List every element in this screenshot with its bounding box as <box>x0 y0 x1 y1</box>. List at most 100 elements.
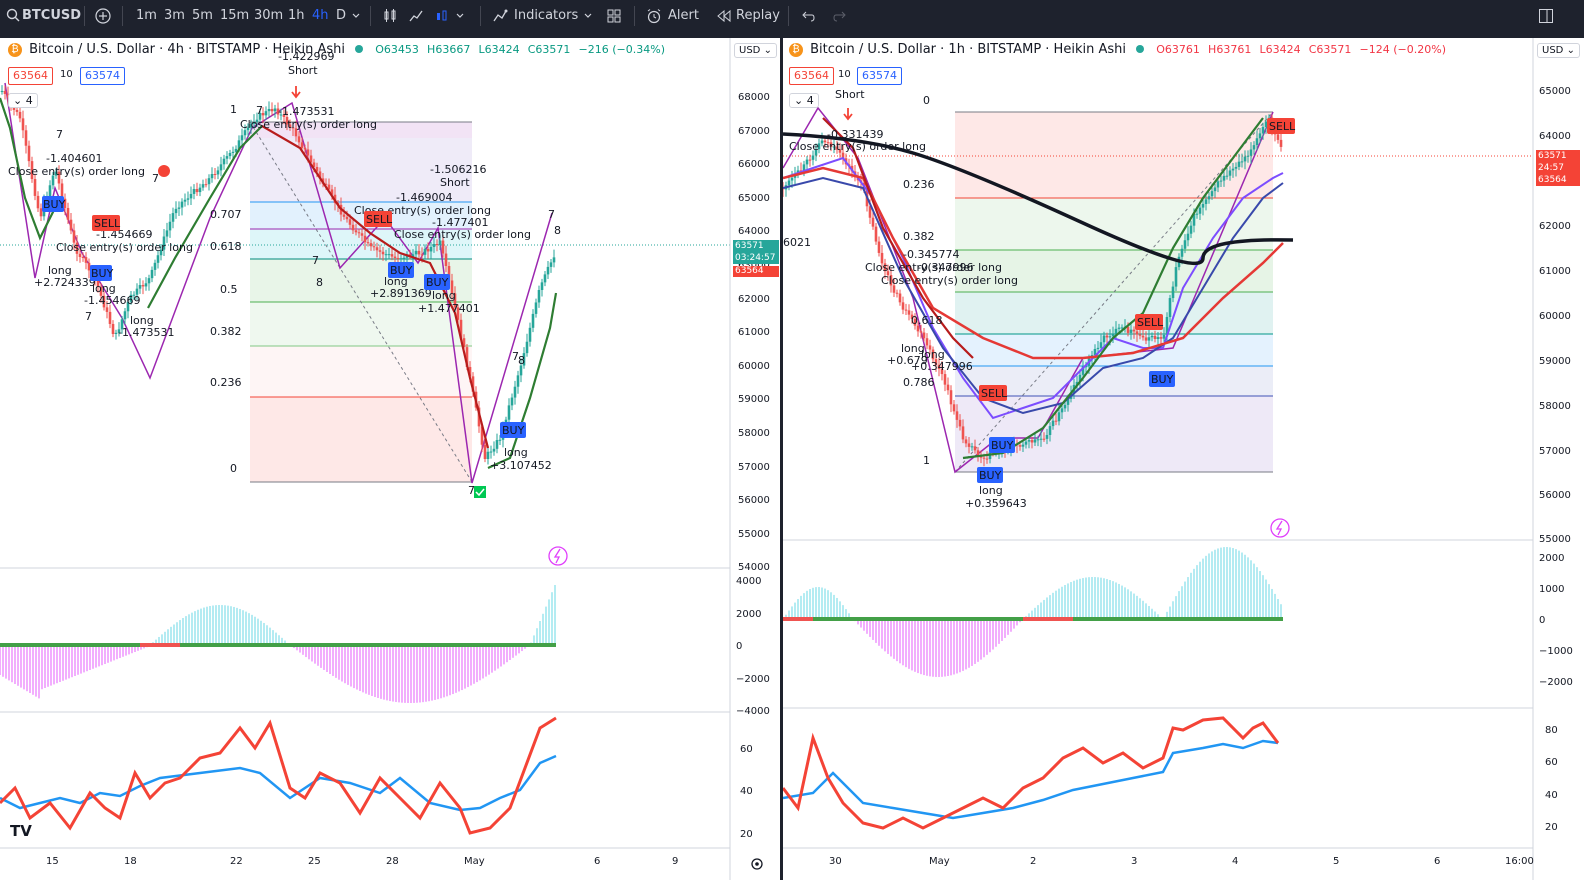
search-icon[interactable] <box>6 8 20 22</box>
indicator-collapse-toggle[interactable]: ⌄ 4 <box>8 93 38 108</box>
symbol-title[interactable]: Bitcoin / U.S. Dollar · 4h · BITSTAMP · … <box>29 42 345 57</box>
indicators-icon[interactable] <box>492 8 508 24</box>
compare-plus-icon[interactable] <box>95 8 111 24</box>
price-axis-label: 59000 <box>1539 356 1571 367</box>
candle-body <box>393 256 397 258</box>
symbol-title[interactable]: Bitcoin / U.S. Dollar · 1h · BITSTAMP · … <box>810 42 1126 57</box>
sell-badge-label: SELL <box>1137 316 1164 329</box>
sell-price-button[interactable]: 63564 <box>789 67 834 85</box>
candle-body <box>135 288 139 295</box>
candles-icon[interactable] <box>382 8 398 24</box>
symbol-search[interactable]: BTCUSD <box>22 8 82 23</box>
candle-body <box>1219 180 1223 182</box>
indicators-button[interactable]: Indicators <box>514 8 579 23</box>
count-label: 7 <box>548 208 555 221</box>
spread-value: 10 <box>60 69 73 80</box>
candle-body <box>285 116 289 125</box>
candle-body <box>1189 225 1193 234</box>
interval-3m[interactable]: 3m <box>164 8 185 23</box>
gear-icon[interactable] <box>751 858 763 870</box>
candle-body <box>183 199 187 202</box>
interval-15m[interactable]: 15m <box>220 8 250 23</box>
candle-body <box>513 386 517 398</box>
candle-body <box>1111 334 1115 337</box>
buy-price-button[interactable]: 63574 <box>80 67 125 85</box>
replay-button[interactable]: Replay <box>736 8 780 23</box>
candle-body <box>363 235 367 243</box>
right-chart-canvas[interactable]: 0 0.236 0.382 0.618 0.786 1 Short -0.331… <box>783 38 1584 880</box>
interval-5m[interactable]: 5m <box>192 8 213 23</box>
ema-slow-line <box>783 166 1284 360</box>
trade-label: +2.724339 <box>34 276 96 289</box>
current-price: 63571 <box>735 241 764 251</box>
left-chart-panel[interactable]: 1 0.707 0.618 0.5 0.382 0.236 0 -1.42296… <box>0 38 782 880</box>
indicator-collapse-toggle[interactable]: ⌄ 4 <box>789 93 819 108</box>
currency-label: USD <box>739 45 761 56</box>
chevron-down-icon[interactable] <box>456 12 464 20</box>
interval-4h[interactable]: 4h <box>312 8 329 23</box>
interval-1m[interactable]: 1m <box>136 8 157 23</box>
undo-icon[interactable] <box>800 8 816 24</box>
chart-type-icon[interactable] <box>408 8 424 24</box>
candle-body <box>892 285 896 293</box>
candle-body <box>261 113 265 116</box>
interval-30m[interactable]: 30m <box>254 8 284 23</box>
sell-price-button[interactable]: 63564 <box>8 67 53 85</box>
candle-body <box>57 171 61 184</box>
candle-body <box>378 250 382 252</box>
count-label: 7 <box>256 104 263 117</box>
rsi-signal-line <box>0 754 557 812</box>
candle-body <box>880 252 884 264</box>
interval-1h[interactable]: 1h <box>288 8 305 23</box>
candle-body <box>159 249 163 256</box>
candle-body <box>489 451 493 453</box>
candle-body <box>438 240 442 246</box>
candle-body <box>177 207 181 209</box>
left-chart-canvas[interactable]: 1 0.707 0.618 0.5 0.382 0.236 0 -1.42296… <box>0 38 782 880</box>
candle-body <box>66 207 70 220</box>
candle-body <box>138 285 142 289</box>
candle-body <box>1156 337 1160 340</box>
replay-rewind-icon[interactable] <box>716 8 732 24</box>
chevron-down-icon[interactable] <box>584 12 592 20</box>
supertrend-up-line <box>962 117 1264 460</box>
chevron-down-icon[interactable] <box>352 12 360 20</box>
candle-body <box>189 193 193 199</box>
alarm-clock-icon[interactable] <box>646 8 662 24</box>
candle-body <box>24 130 28 146</box>
sell-badge <box>1135 314 1163 330</box>
candle-body <box>411 254 415 257</box>
top-toolbar: BTCUSD 1m 3m 5m 15m 30m 1h 4h D Indicato… <box>0 0 1584 32</box>
candle-body <box>264 111 268 116</box>
candle-body <box>27 145 31 162</box>
lightning-icon[interactable] <box>548 546 568 566</box>
buy-price-button[interactable]: 63574 <box>857 67 902 85</box>
trade-label: -1.454669 <box>96 228 152 241</box>
sell-badge-label: SELL <box>1269 120 1296 133</box>
lightning-icon[interactable] <box>1270 518 1290 538</box>
candle-body <box>1255 138 1259 146</box>
candle-body <box>1042 438 1046 440</box>
lightning-bolt <box>1275 520 1283 536</box>
currency-selector[interactable]: USD ⌄ <box>1537 43 1580 58</box>
candle-body <box>883 263 887 272</box>
currency-selector[interactable]: USD ⌄ <box>734 43 777 58</box>
osc-axis-label: −4000 <box>736 706 770 717</box>
alert-button[interactable]: Alert <box>668 8 699 23</box>
interval-d[interactable]: D <box>336 8 347 23</box>
check-mark <box>475 488 485 497</box>
panel-divider[interactable] <box>780 38 783 880</box>
right-chart-panel[interactable]: 0 0.236 0.382 0.618 0.786 1 Short -0.331… <box>783 38 1584 880</box>
candle-body <box>249 123 253 128</box>
redo-icon[interactable] <box>832 8 848 24</box>
buy-badge <box>90 265 112 281</box>
candle-body <box>1207 196 1211 200</box>
layout-grid-icon[interactable] <box>606 8 622 24</box>
bar-chart-icon[interactable] <box>434 8 450 24</box>
candle-body <box>342 214 346 217</box>
candle-body <box>540 282 544 291</box>
chevron-down-icon: ⌄ <box>794 94 804 107</box>
market-status-icon <box>355 45 364 53</box>
candle-body <box>60 183 64 199</box>
sidebar-toggle-icon[interactable] <box>1538 8 1554 24</box>
